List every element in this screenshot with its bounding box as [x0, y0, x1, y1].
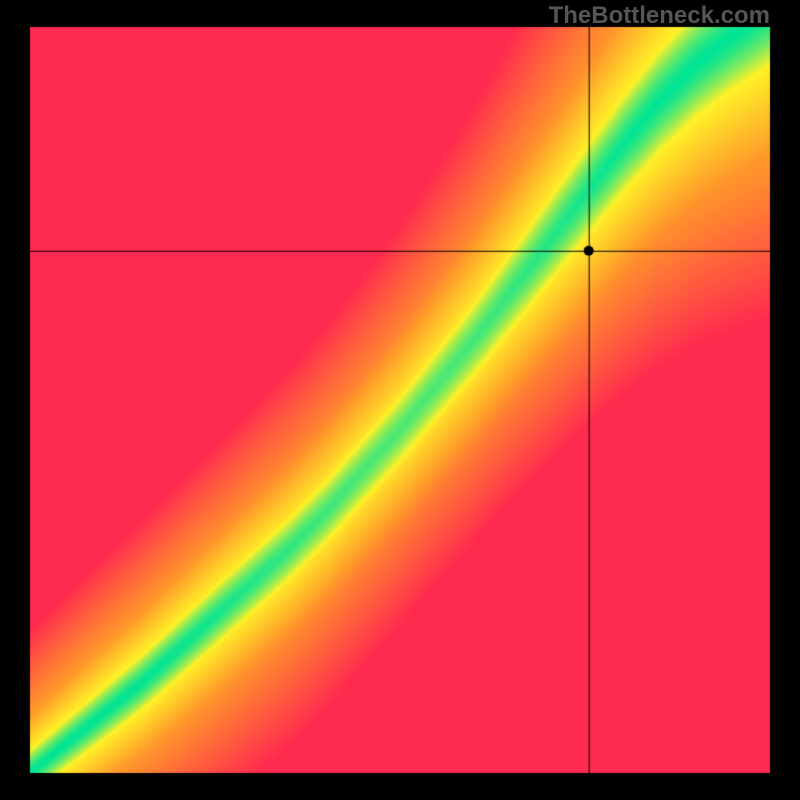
bottleneck-heatmap	[0, 0, 800, 800]
watermark-text: TheBottleneck.com	[549, 2, 770, 30]
